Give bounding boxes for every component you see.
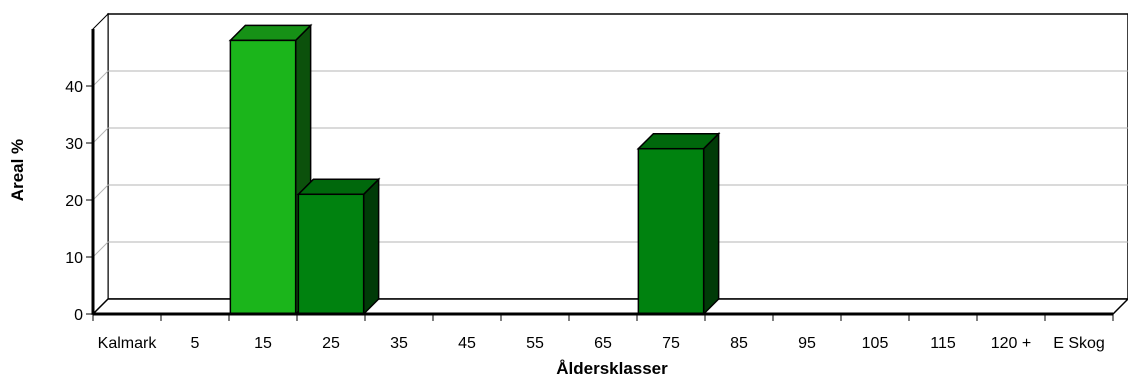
bar: [636, 131, 721, 316]
bar-side: [702, 131, 720, 316]
x-axis-title: Åldersklasser: [556, 359, 668, 378]
x-tick-label: 35: [390, 335, 408, 352]
y-tick-label: 30: [65, 136, 83, 153]
bar-front: [297, 193, 365, 315]
y-tick-label: 0: [74, 307, 83, 324]
x-tick-label: 105: [862, 335, 889, 352]
bar-top: [636, 132, 721, 150]
y-tick-label: 10: [65, 250, 83, 267]
x-tick-label: 95: [798, 335, 816, 352]
x-tick-label: 15: [254, 335, 272, 352]
bar-top: [296, 178, 381, 196]
gridline-side: [92, 184, 109, 201]
y-axis-title: Areal %: [8, 139, 27, 201]
x-tick-label: 115: [930, 335, 956, 352]
y-tick-label: 40: [65, 79, 83, 96]
gridline-side: [92, 127, 109, 144]
gridline-side: [92, 70, 109, 87]
y-tick-label: 20: [65, 193, 83, 210]
x-tick-label: 75: [662, 335, 680, 352]
bar-front: [637, 147, 705, 315]
x-tick-label: 45: [458, 335, 476, 352]
x-tick-label: Kalmark: [98, 335, 158, 352]
bar-front: [229, 39, 297, 315]
x-tick-label: 120 +: [991, 335, 1031, 352]
x-tick-label: E Skog: [1053, 335, 1105, 352]
x-tick-label: 85: [730, 335, 748, 352]
bar-top: [228, 24, 313, 42]
gridline-side: [92, 241, 109, 258]
x-tick-label: 55: [526, 335, 544, 352]
bar-side: [362, 177, 380, 316]
x-tick-label: 25: [322, 335, 340, 352]
x-tick-label: 5: [191, 335, 200, 352]
x-tick-label: 65: [594, 335, 612, 352]
bar: [296, 177, 381, 316]
side-wall: [92, 12, 109, 316]
